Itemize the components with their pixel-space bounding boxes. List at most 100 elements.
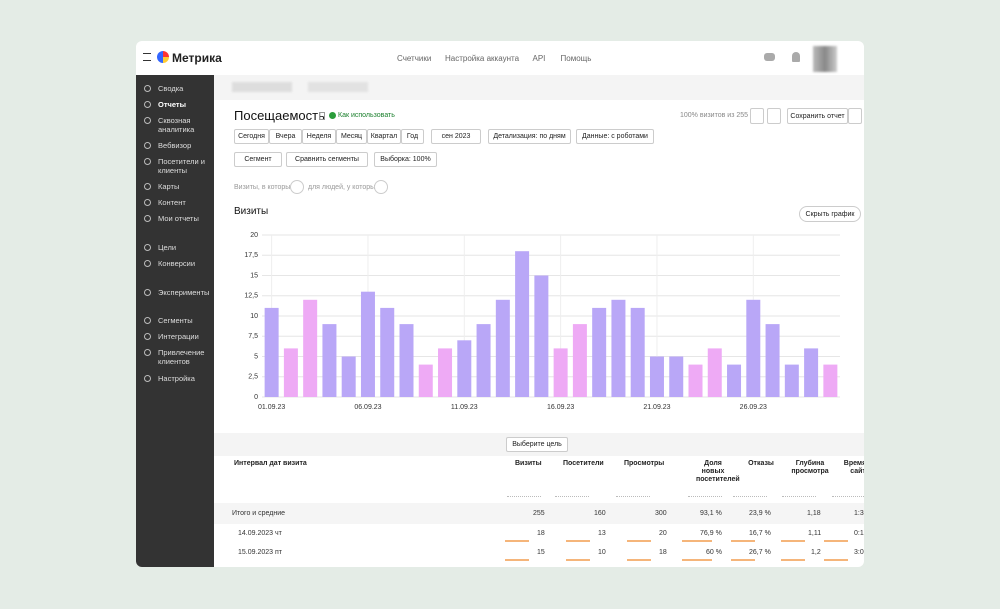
sidebar-item[interactable]: Вебвизор [158, 141, 192, 150]
column-header[interactable]: Посетители [563, 460, 604, 467]
compare-button[interactable]: Сравнить сегменты [286, 152, 368, 167]
cell: 1,2 [811, 549, 821, 556]
nav-link[interactable]: API [532, 54, 546, 63]
bar [572, 324, 587, 397]
period-button[interactable]: Год [401, 129, 424, 144]
filter-label: для людей, у которых [308, 184, 379, 191]
sidebar-item[interactable]: Интеграции [158, 332, 199, 341]
save-report[interactable]: Сохранить отчет [787, 108, 848, 124]
sidebar-icon [144, 158, 151, 165]
cell: 10 [598, 549, 606, 556]
column-header[interactable]: Отказы [748, 460, 774, 467]
column-header[interactable]: Просмотры [624, 460, 665, 467]
period-button[interactable]: Месяц [336, 129, 367, 144]
bar [746, 299, 761, 397]
bar [515, 251, 530, 397]
column-header[interactable]: Время на сайте [843, 460, 864, 475]
y-tick-label: 5 [254, 353, 258, 360]
chat[interactable] [764, 53, 775, 61]
column-header[interactable]: Интервал дат визита [234, 460, 307, 467]
sidebar-item[interactable]: Цели [158, 243, 177, 252]
sidebar-item[interactable]: Настройка [158, 374, 195, 383]
sidebar-item[interactable]: Карты [158, 182, 180, 191]
sidebar-icon [144, 183, 151, 190]
period-button[interactable]: Сегодня [234, 129, 269, 144]
breadcrumb [232, 82, 292, 92]
visits-share: 100% визитов из 255 [680, 112, 749, 119]
cell: 1,11 [808, 530, 822, 537]
row-label: Итого и средние [232, 510, 286, 517]
data-select[interactable]: Данные: с роботами [576, 129, 654, 144]
period-button[interactable]: Вчера [269, 129, 302, 144]
column-header[interactable]: Глубина просмотра [791, 460, 829, 475]
cell-bar [731, 540, 755, 542]
nav-link[interactable]: Настройка аккаунта [445, 54, 520, 63]
export-button[interactable] [750, 108, 764, 124]
sidebar-item[interactable]: Сегменты [158, 316, 193, 325]
x-tick-label: 21.09.23 [643, 404, 670, 411]
period-button[interactable]: Квартал [367, 129, 401, 144]
cell-bar [627, 559, 651, 561]
sidebar-item[interactable]: Привлечение клиентов [158, 348, 205, 366]
bar [476, 324, 491, 397]
avatar [813, 46, 837, 72]
y-tick-label: 15 [250, 272, 258, 279]
how-to-link[interactable]: Как использовать [338, 112, 395, 119]
sidebar-item[interactable]: Сквозная аналитика [158, 116, 195, 134]
cell-bar [627, 540, 651, 542]
cell: 15 [537, 549, 545, 556]
nav-link[interactable]: Помощь [560, 54, 592, 63]
goal-select[interactable]: Выберите цель [506, 437, 568, 452]
cell-bar [505, 540, 529, 542]
sidebar-item[interactable]: Посетители и клиенты [158, 157, 205, 175]
cell: 93,1 % [700, 510, 722, 517]
cell-bar [682, 540, 712, 542]
cell-bar [824, 559, 848, 561]
bar [804, 348, 819, 397]
add-filter[interactable] [374, 180, 388, 194]
logo[interactable]: Метрика [172, 51, 222, 65]
sample-button[interactable]: Выборка: 100% [374, 152, 437, 167]
segment-button[interactable]: Сегмент [234, 152, 282, 167]
cell-bar [781, 559, 805, 561]
chart-title: Визиты [234, 206, 269, 217]
month-picker[interactable]: сен 2023 [431, 129, 481, 144]
detail-select[interactable]: Детализация: по дням [488, 129, 571, 144]
cell-bar [566, 559, 590, 561]
sidebar-item[interactable]: Эксперименты [158, 288, 210, 297]
sidebar-item[interactable]: Сводка [158, 84, 184, 93]
cell: 23,9 % [749, 510, 771, 517]
column-header[interactable]: Визиты [515, 460, 542, 467]
favorite-icon[interactable] [319, 112, 325, 120]
sidebar-item[interactable]: Контент [158, 198, 186, 207]
sidebar-icon [144, 101, 151, 108]
hide-chart[interactable]: Скрыть график [799, 206, 861, 222]
column-header[interactable]: Доля новых посетителей [696, 460, 740, 483]
nav-link[interactable]: Счетчики [397, 54, 432, 63]
total-row-bg [214, 503, 864, 524]
sidebar-icon [144, 117, 151, 124]
bar [630, 307, 645, 397]
cell-bar [566, 540, 590, 542]
cell-bar [824, 540, 848, 542]
share-button[interactable] [767, 108, 781, 124]
sidebar-icon [144, 142, 151, 149]
cell: 13 [598, 530, 606, 537]
bar [553, 348, 568, 397]
sidebar-item[interactable]: Мои отчеты [158, 214, 199, 223]
sidebar-item[interactable]: Конверсии [158, 259, 196, 268]
sidebar-item[interactable]: Отчеты [158, 100, 187, 109]
bar [399, 324, 414, 397]
notifications[interactable] [792, 52, 800, 62]
cell: 255 [533, 510, 545, 517]
report-title: Посещаемость [234, 108, 325, 123]
bar [707, 348, 722, 397]
y-tick-label: 20 [250, 232, 258, 239]
sort-icons [832, 489, 864, 497]
add-filter[interactable] [290, 180, 304, 194]
save-menu[interactable] [848, 108, 862, 124]
period-button[interactable]: Неделя [302, 129, 336, 144]
cell: 16,7 % [749, 530, 771, 537]
logo-icon [157, 51, 169, 63]
